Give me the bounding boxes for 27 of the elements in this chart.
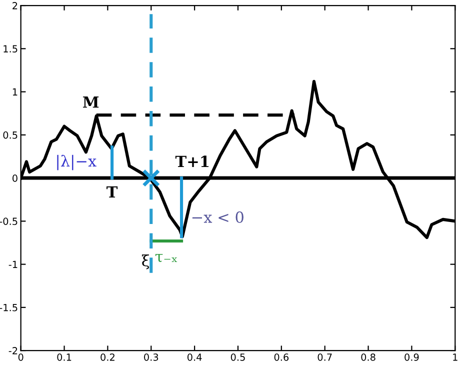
x-tick-label: 0 — [18, 354, 24, 361]
x-tick-label: 0.1 — [57, 354, 72, 361]
y-tick-label: -0.5 — [0, 218, 18, 225]
annotation: |λ|−x — [57, 154, 96, 170]
x-tick-label: 0.7 — [318, 354, 332, 361]
y-tick-label: 1.5 — [4, 45, 18, 52]
x-tick-label: 0.5 — [230, 354, 245, 361]
annotation: T+1 — [175, 156, 209, 167]
annotation: −x < 0 — [192, 211, 244, 223]
y-tick-label: 0 — [12, 174, 18, 182]
annotation: T — [106, 186, 118, 198]
x-tick-label: 1 — [453, 354, 458, 361]
x-tick-label: 0.4 — [187, 354, 202, 361]
y-tick-label: 1 — [12, 88, 18, 96]
y-tick-label: -2 — [8, 347, 18, 354]
annotation: ξ — [142, 254, 150, 270]
y-tick-label: 2 — [12, 2, 18, 10]
y-tick-label: -1 — [8, 260, 18, 268]
x-tick-label: 0.8 — [361, 354, 376, 361]
y-tick-label: 0.5 — [3, 131, 18, 139]
y-tick-label: -1.5 — [0, 304, 18, 312]
x-tick-label: 0.9 — [404, 354, 419, 361]
x-tick-label: 0.3 — [144, 354, 158, 361]
x-tick-label: 0.6 — [274, 354, 289, 361]
annotation: M — [83, 96, 99, 108]
annotation: τ₋ₓ — [155, 254, 178, 262]
x-tick-label: 0.2 — [100, 354, 114, 361]
